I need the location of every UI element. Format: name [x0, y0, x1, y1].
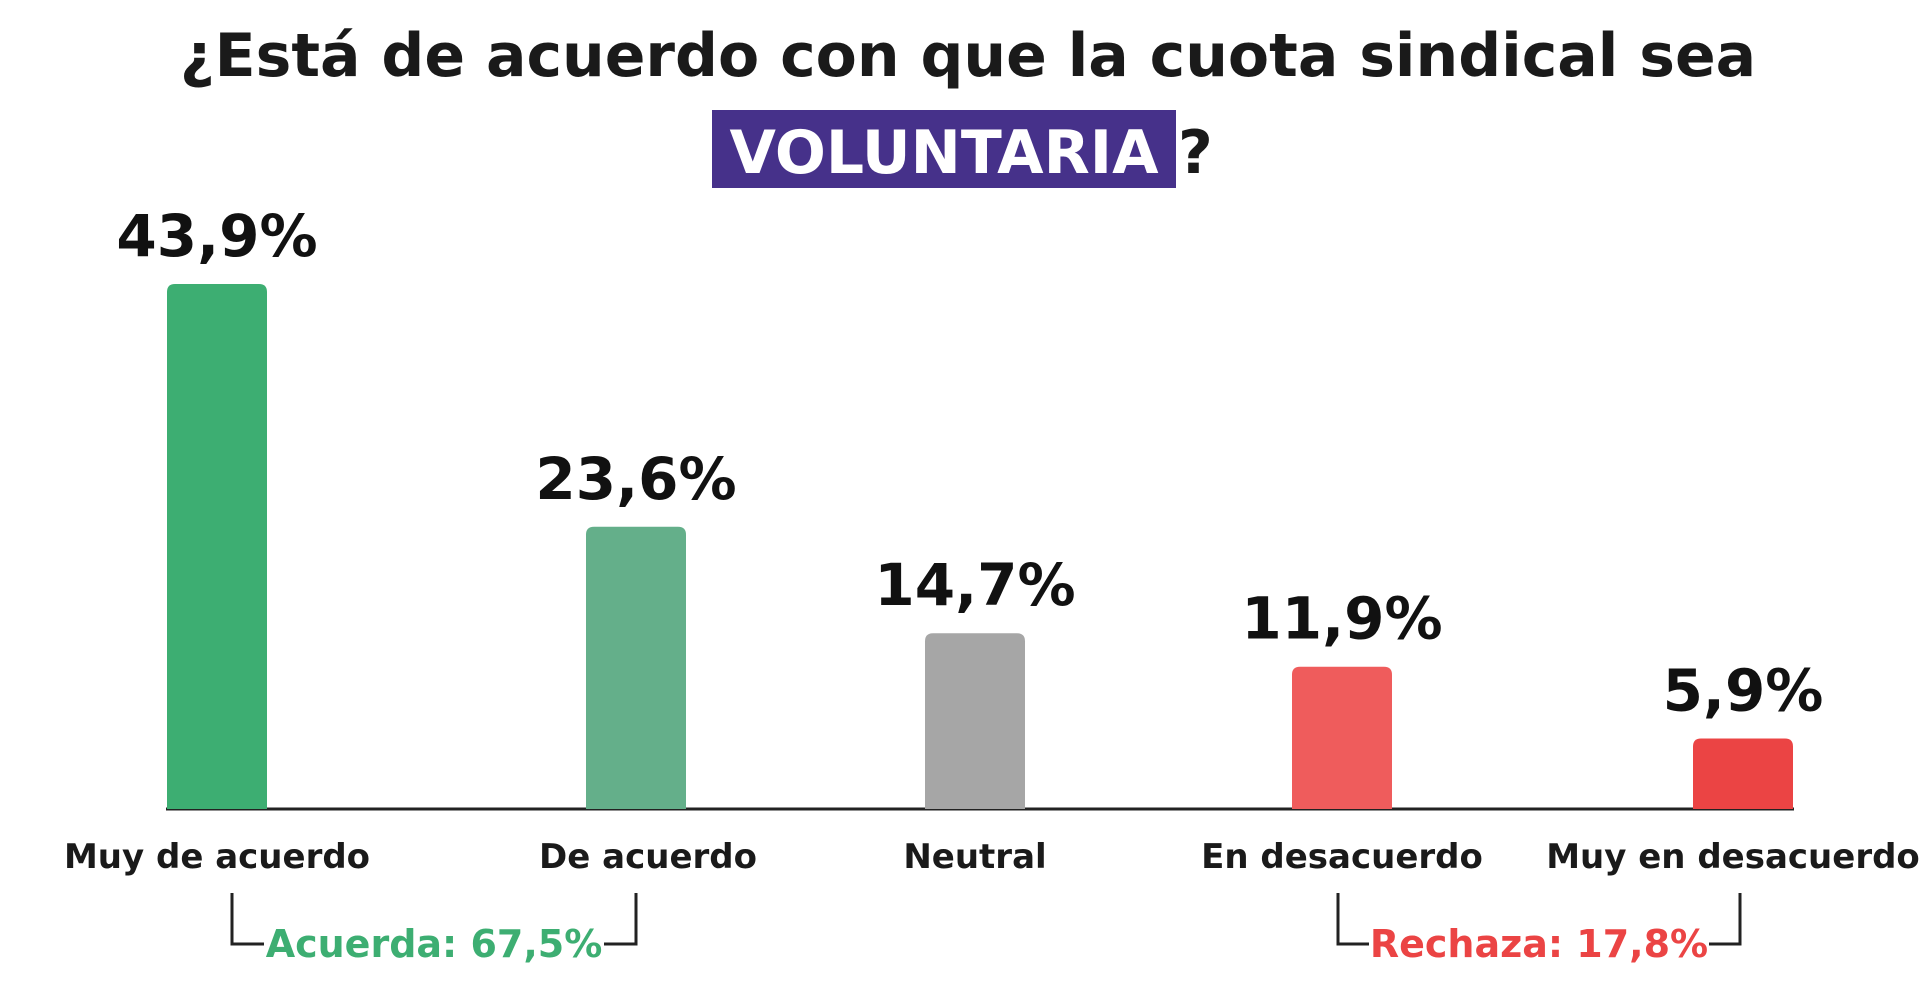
category-labels-layer: Muy de acuerdo De acuerdo Neutral En desacu…: [64, 837, 1920, 877]
bar-1: [167, 284, 267, 809]
value-label-1: 43,9%: [116, 202, 317, 270]
group-bracket-1: [230, 893, 638, 946]
title-highlight-box: [712, 110, 1176, 188]
category-label-1: Muy de acuerdo: [64, 837, 370, 877]
bar-4: [1292, 666, 1392, 809]
value-label-2: 23,6%: [535, 445, 736, 513]
chart-title-highlight-group: VOLUNTARIA ?: [712, 110, 1213, 188]
category-label-5: Muy en desacuerdo: [1546, 837, 1920, 877]
bar-5: [1693, 738, 1793, 809]
bar-3: [925, 633, 1025, 809]
group-label-2: Rechaza: 17,8%: [1370, 922, 1708, 966]
value-label-4: 11,9%: [1241, 585, 1442, 653]
chart-title-highlight: VOLUNTARIA: [729, 118, 1159, 188]
value-label-3: 14,7%: [874, 551, 1075, 619]
bar-2: [586, 526, 686, 809]
category-label-3: Neutral: [903, 837, 1046, 877]
chart-title-suffix: ?: [1178, 118, 1213, 188]
chart-title: ¿Está de acuerdo con que la cuota sindic…: [180, 21, 1756, 91]
group-brackets-layer: Acuerda: 67,5% Rechaza: 17,8%: [230, 893, 1742, 966]
category-label-2: De acuerdo: [539, 837, 757, 877]
bars-layer: [167, 284, 1793, 809]
value-labels-layer: 43,9% 23,6% 14,7% 11,9% 5,9%: [116, 202, 1823, 724]
group-bracket-2: [1336, 893, 1742, 946]
value-label-5: 5,9%: [1663, 656, 1824, 724]
category-label-4: En desacuerdo: [1201, 837, 1483, 877]
group-label-1: Acuerda: 67,5%: [266, 922, 603, 966]
